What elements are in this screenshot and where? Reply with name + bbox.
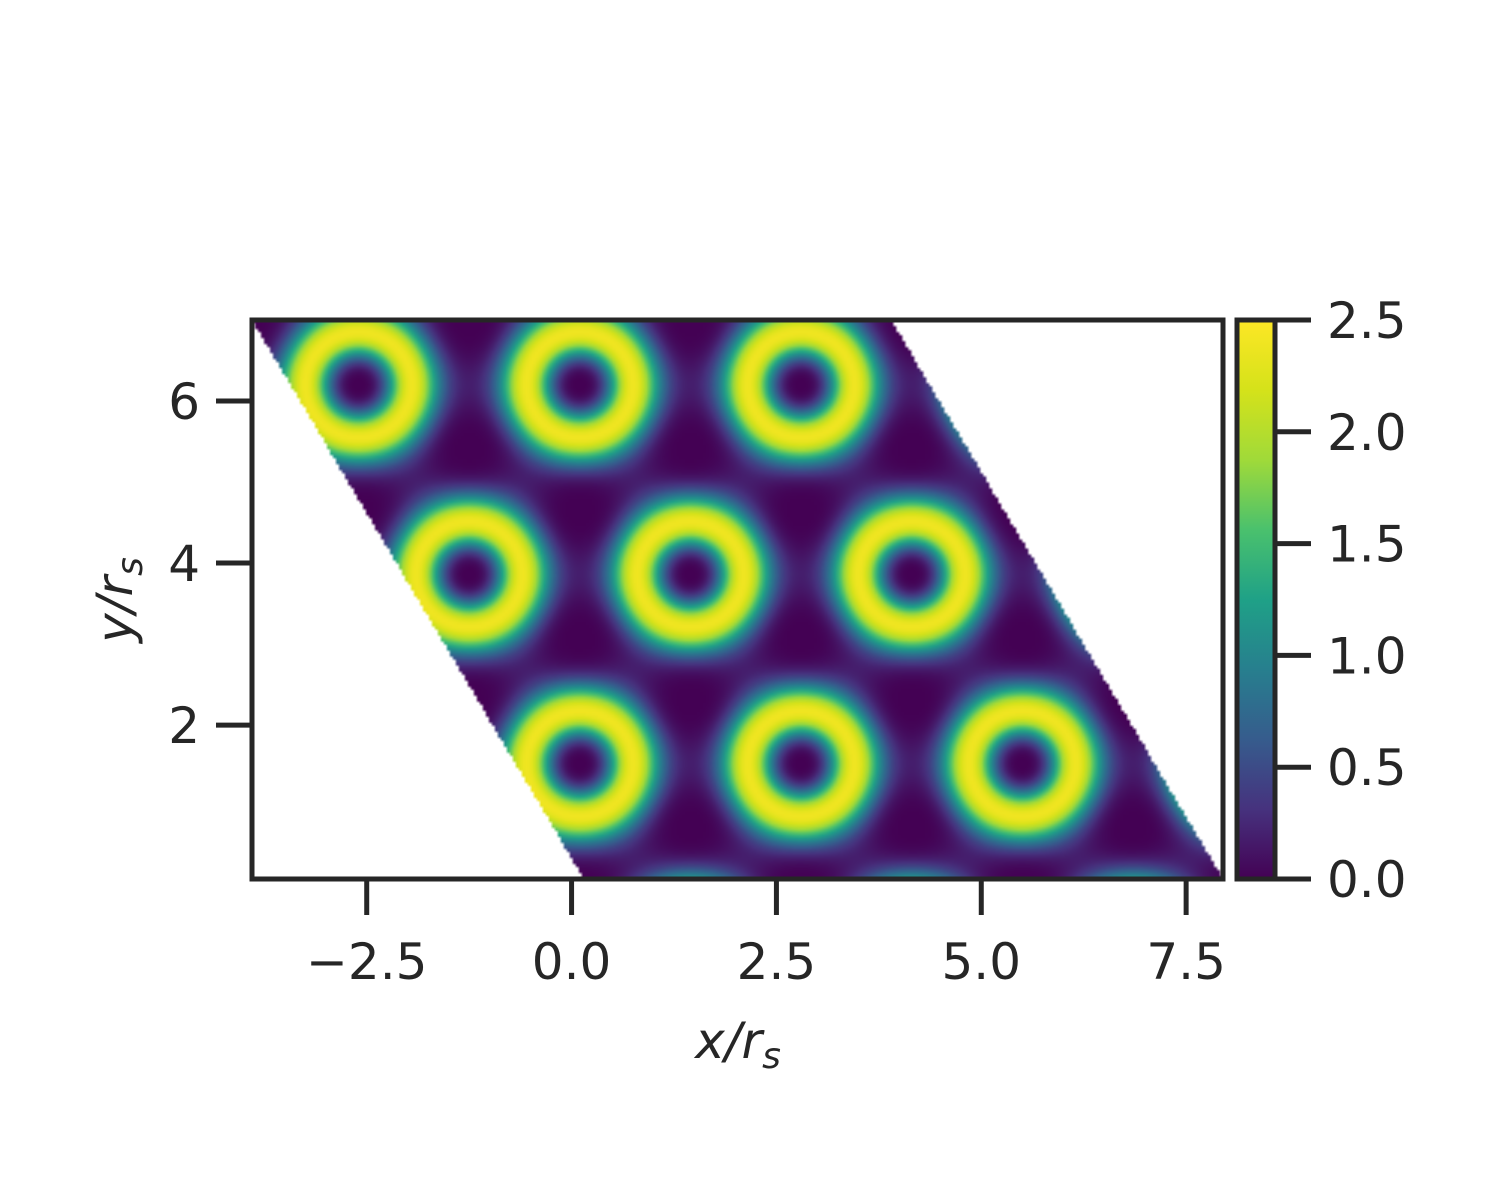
y-axis-label: y/rs <box>86 557 151 645</box>
colorbar: 0.0 0.5 1.0 1.5 2.0 2.5 <box>1234 292 1407 909</box>
colorbar-tick-label: 1.5 <box>1327 516 1407 574</box>
y-axis-ticks: 2 4 6 <box>168 373 252 755</box>
colorbar-frame <box>1234 317 1278 882</box>
colorbar-tick-label: 2.0 <box>1327 404 1407 462</box>
x-tick-label: 7.5 <box>1146 933 1226 991</box>
colorbar-gradient <box>1237 320 1275 879</box>
x-tick-label: −2.5 <box>306 933 427 991</box>
colorbar-tick-label: 0.0 <box>1327 851 1407 909</box>
x-axis-label: x/rs <box>693 1012 781 1077</box>
plot-area <box>249 317 1226 882</box>
plot-frame <box>249 317 1226 882</box>
heatmap-field <box>252 320 1223 879</box>
y-tick-label: 2 <box>168 697 200 755</box>
colorbar-ticks: 0.0 0.5 1.0 1.5 2.0 2.5 <box>1275 292 1407 909</box>
x-tick-label: 5.0 <box>942 933 1022 991</box>
x-tick-label: 2.5 <box>737 933 817 991</box>
y-tick-label: 6 <box>168 373 200 431</box>
x-axis-ticks: −2.5 0.0 2.5 5.0 7.5 <box>306 879 1226 991</box>
colorbar-tick-label: 0.5 <box>1327 739 1407 797</box>
colorbar-tick-label: 2.5 <box>1327 292 1407 350</box>
colorbar-tick-label: 1.0 <box>1327 627 1407 685</box>
x-tick-label: 0.0 <box>532 933 612 991</box>
y-tick-label: 4 <box>168 535 200 593</box>
